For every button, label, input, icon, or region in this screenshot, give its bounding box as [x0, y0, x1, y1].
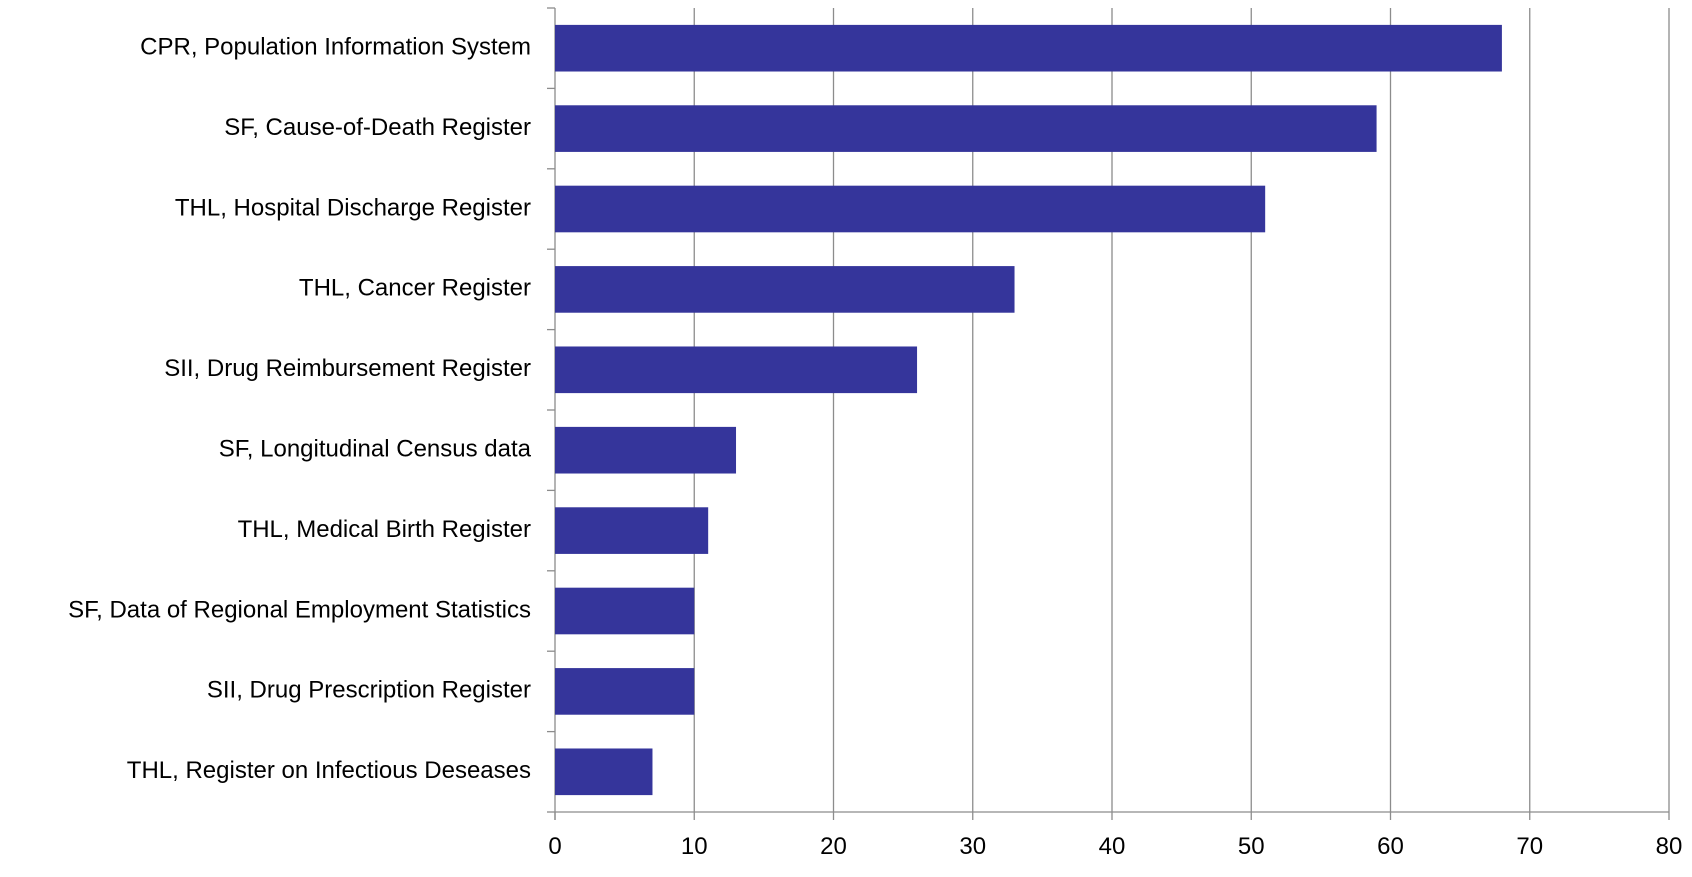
x-tick-label-10: 10	[681, 833, 708, 860]
x-tick-label-40: 40	[1099, 833, 1126, 860]
x-tick-label-20: 20	[820, 833, 847, 860]
bar-5	[555, 426, 737, 474]
x-tick-label-70: 70	[1516, 833, 1543, 860]
category-label-8: SII, Drug Prescription Register	[207, 677, 531, 704]
bar-2	[555, 185, 1266, 233]
bar-8	[555, 668, 695, 715]
bar-7	[555, 587, 695, 635]
category-label-7: SF, Data of Regional Employment Statisti…	[68, 596, 531, 623]
x-tick-label-60: 60	[1377, 833, 1404, 860]
x-tick-label-0: 0	[548, 833, 561, 860]
bar-1	[555, 105, 1377, 152]
x-tick-label-50: 50	[1238, 833, 1265, 860]
bar-6	[555, 507, 709, 554]
x-tick-label-30: 30	[959, 833, 986, 860]
category-label-2: THL, Hospital Discharge Register	[175, 194, 531, 221]
bar-4	[555, 346, 918, 394]
category-label-9: THL, Register on Infectious Deseases	[127, 757, 531, 784]
category-label-1: SF, Cause-of-Death Register	[224, 114, 531, 141]
category-label-3: THL, Cancer Register	[299, 275, 531, 302]
bar-9	[555, 748, 653, 796]
category-label-4: SII, Drug Reimbursement Register	[164, 355, 531, 382]
x-tick-label-80: 80	[1656, 833, 1683, 860]
category-label-5: SF, Longitudinal Census data	[219, 436, 532, 463]
category-label-6: THL, Medical Birth Register	[238, 516, 531, 543]
bar-3	[555, 266, 1015, 313]
category-label-0: CPR, Population Information System	[140, 34, 531, 61]
bar-0	[555, 24, 1502, 72]
